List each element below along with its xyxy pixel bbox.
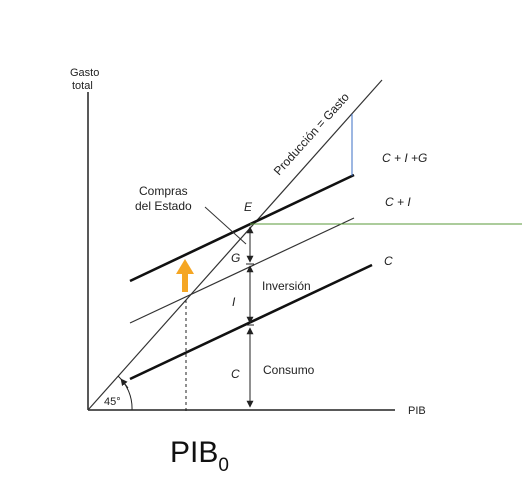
angle-label: 45° — [104, 396, 121, 408]
g-segment-label: G — [231, 251, 240, 265]
c-label: C — [384, 254, 393, 268]
ci-label: C + I — [385, 195, 411, 209]
angle-arrow — [120, 378, 129, 389]
pib0-label: PIB0 — [170, 436, 229, 476]
consumption-label: Consumo — [263, 363, 315, 377]
gov-spending-label-line1: Compras — [139, 184, 188, 198]
c-segment-label: C — [231, 367, 240, 381]
cig-label: C + I +G — [382, 151, 427, 165]
equilibrium-label: E — [244, 200, 253, 214]
i-segment-label: I — [232, 295, 236, 309]
production-equals-spending-line — [87, 79, 383, 411]
pib0-subscript: 0 — [218, 455, 229, 476]
angle-arc — [117, 375, 133, 411]
x-axis-label: PIB — [408, 405, 426, 417]
ci-line — [129, 217, 355, 324]
cig-line — [129, 173, 355, 283]
production-line-label: Producción = Gasto — [271, 90, 352, 178]
y-axis-label-line2: total — [72, 80, 93, 92]
gov-spending-pointer — [204, 206, 247, 245]
shift-up-arrow — [176, 259, 194, 292]
y-axis-label-line1: Gasto — [70, 67, 99, 79]
pib0-main: PIB — [170, 436, 218, 469]
investment-label: Inversión — [262, 279, 311, 293]
gov-spending-label-line2: del Estado — [135, 199, 192, 213]
